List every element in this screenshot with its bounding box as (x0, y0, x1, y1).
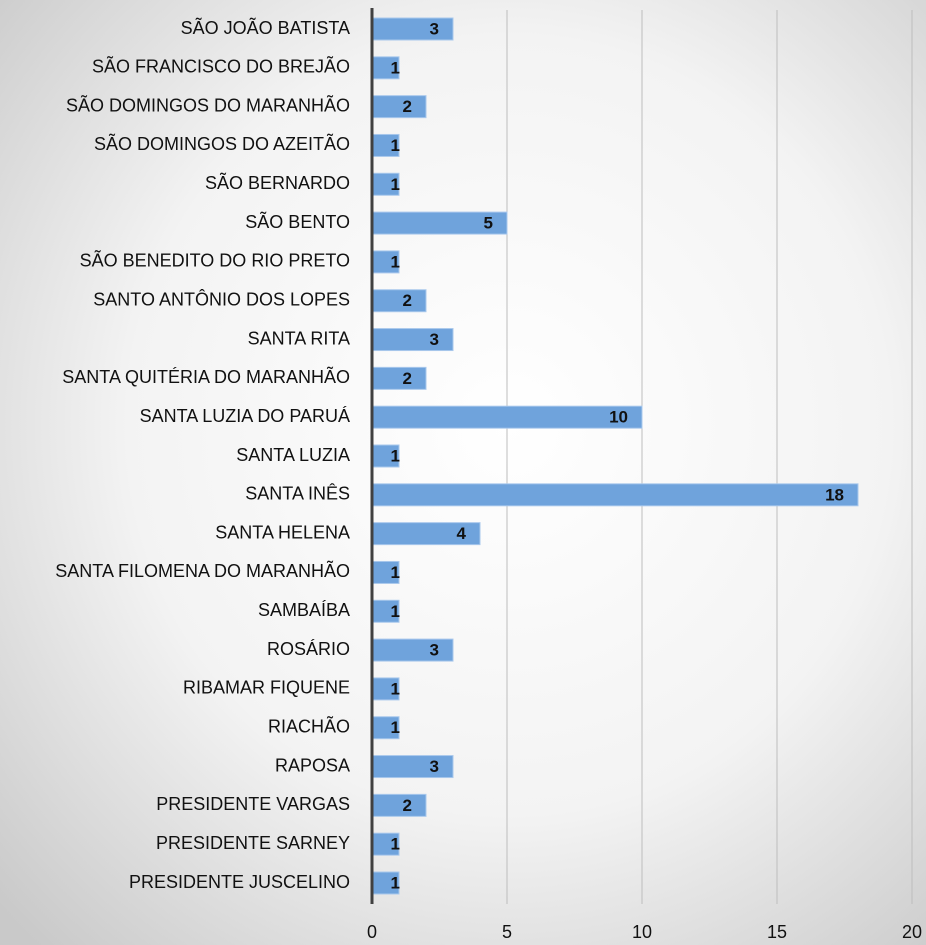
data-label: 1 (391, 835, 400, 854)
y-tick-label: SÃO DOMINGOS DO AZEITÃO (94, 133, 350, 154)
data-label: 1 (391, 136, 400, 155)
x-tick-label: 5 (502, 922, 512, 942)
y-tick-label: SÃO JOÃO BATISTA (181, 17, 350, 38)
bar (371, 289, 427, 313)
data-label: 2 (403, 291, 412, 310)
y-tick-label: SANTA FILOMENA DO MARANHÃO (55, 560, 350, 581)
data-label: 1 (391, 718, 400, 737)
y-tick-label: PRESIDENTE VARGAS (156, 794, 350, 814)
y-tick-label: SÃO FRANCISCO DO BREJÃO (92, 56, 350, 77)
x-tick-label: 0 (367, 922, 377, 942)
data-label: 2 (403, 97, 412, 116)
data-label: 10 (609, 408, 628, 427)
bar (371, 755, 454, 779)
y-tick-label: SÃO BERNARDO (205, 172, 350, 193)
y-tick-label: SANTA QUITÉRIA DO MARANHÃO (62, 366, 350, 387)
bar (371, 405, 643, 429)
data-label: 1 (391, 175, 400, 194)
y-tick-label: SÃO BENEDITO DO RIO PRETO (80, 250, 350, 271)
data-label: 1 (391, 873, 400, 892)
x-tick-label: 20 (902, 922, 922, 942)
data-label: 1 (391, 679, 400, 698)
x-tick-label: 15 (767, 922, 787, 942)
bar (371, 366, 427, 390)
data-label: 4 (457, 524, 467, 543)
y-tick-label: RIACHÃO (268, 715, 350, 736)
y-tick-label: SÃO BENTO (245, 211, 350, 232)
bar (371, 483, 859, 507)
data-label: 2 (403, 796, 412, 815)
y-tick-label: PRESIDENTE JUSCELINO (129, 872, 350, 892)
data-label: 2 (403, 369, 412, 388)
y-tick-label: SAMBAÍBA (258, 600, 350, 620)
data-label: 3 (430, 641, 439, 660)
y-tick-label: SANTA HELENA (215, 522, 350, 542)
y-tick-label: RAPOSA (275, 755, 350, 775)
data-label: 3 (430, 19, 439, 38)
bar (371, 638, 454, 662)
y-tick-label: ROSÁRIO (267, 639, 350, 659)
data-label: 5 (484, 214, 493, 233)
x-tick-label: 10 (632, 922, 652, 942)
data-label: 1 (391, 602, 400, 621)
y-tick-label: RIBAMAR FIQUENE (183, 678, 350, 698)
data-label: 3 (430, 757, 439, 776)
data-label: 1 (391, 563, 400, 582)
bar (371, 328, 454, 352)
y-tick-label: SANTA RITA (248, 328, 350, 348)
y-tick-label: SANTA LUZIA DO PARUÁ (140, 406, 350, 426)
y-tick-label: SANTA INÊS (245, 484, 350, 504)
data-label: 1 (391, 252, 400, 271)
y-tick-label: PRESIDENTE SARNEY (156, 833, 350, 853)
bar (371, 95, 427, 119)
data-label: 3 (430, 330, 439, 349)
data-label: 18 (825, 485, 844, 504)
y-tick-label: SANTO ANTÔNIO DOS LOPES (93, 288, 350, 309)
data-label: 1 (391, 446, 400, 465)
y-tick-label: SÃO DOMINGOS DO MARANHÃO (66, 94, 350, 115)
y-tick-label: SANTA LUZIA (236, 445, 350, 465)
bar (371, 17, 454, 41)
bar (371, 793, 427, 817)
data-label: 1 (391, 58, 400, 77)
